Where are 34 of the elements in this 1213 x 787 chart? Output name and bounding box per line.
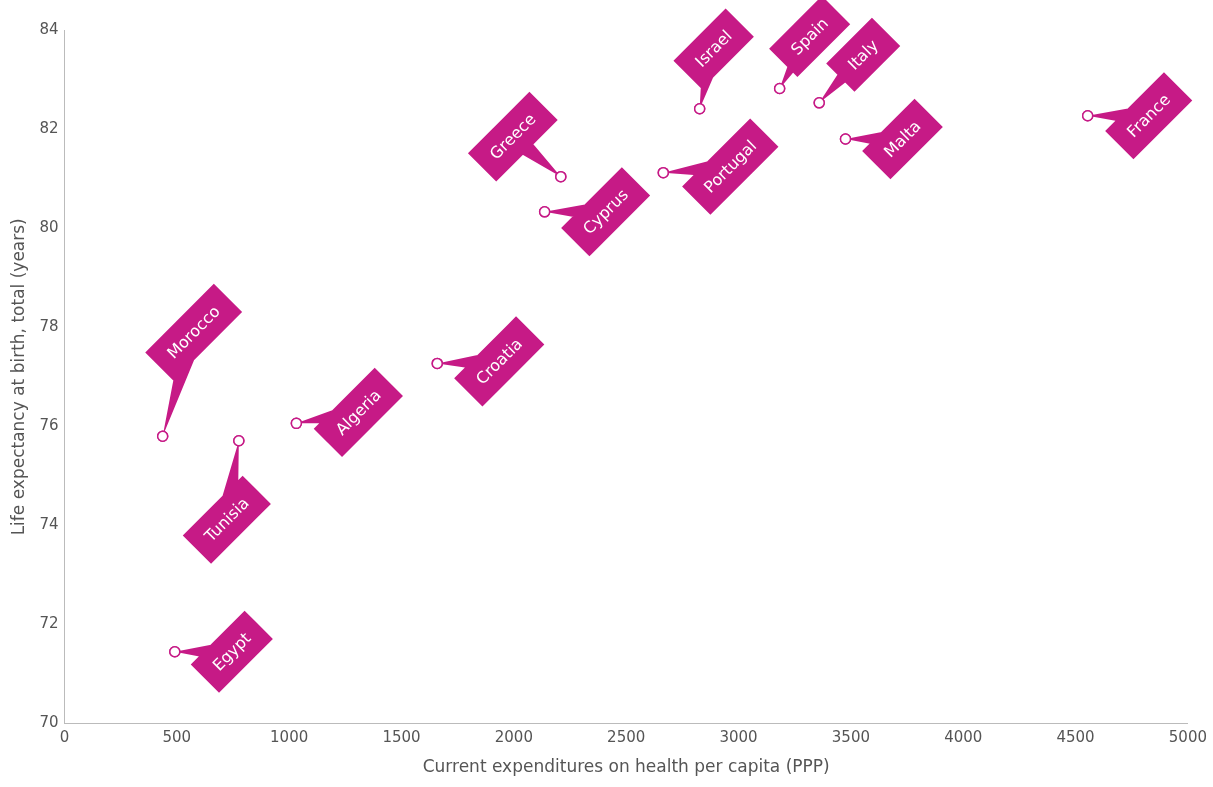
x-tick-label: 3500 — [831, 728, 870, 747]
x-axis-title: Current expenditures on health per capita (PPP) — [422, 756, 830, 777]
y-tick-label: 82 — [39, 118, 59, 137]
y-tick-label: 80 — [39, 218, 59, 237]
point — [657, 166, 670, 179]
y-tick-label: 78 — [39, 317, 59, 336]
point — [813, 97, 825, 109]
y-axis-title: Life expectancy at birth, total (years) — [7, 218, 28, 536]
x-tick-label: 2000 — [494, 728, 533, 747]
y-tick-label: 74 — [39, 515, 59, 534]
point — [1081, 109, 1094, 122]
x-tick-label: 500 — [162, 728, 192, 747]
x-tick-label: 3000 — [719, 728, 758, 747]
point — [839, 133, 852, 145]
point — [233, 434, 245, 447]
point — [156, 430, 169, 442]
point — [773, 82, 786, 95]
point — [169, 646, 181, 658]
y-tick-label: 70 — [39, 713, 59, 732]
point — [431, 357, 443, 370]
point — [538, 206, 551, 218]
x-tick-label: 1000 — [270, 728, 309, 747]
x-tick-label: 2500 — [607, 728, 646, 747]
point — [555, 170, 567, 183]
point — [290, 417, 303, 430]
x-tick-label: 1500 — [382, 728, 421, 747]
point — [693, 103, 706, 115]
x-tick-label: 4000 — [944, 728, 983, 747]
x-tick-label: 4500 — [1056, 728, 1095, 747]
y-tick-label: 84 — [39, 19, 59, 38]
y-tick-label: 76 — [39, 416, 59, 435]
x-tick-label: 0 — [59, 728, 70, 747]
y-tick-label: 72 — [39, 614, 59, 633]
x-tick-label: 5000 — [1168, 728, 1208, 747]
